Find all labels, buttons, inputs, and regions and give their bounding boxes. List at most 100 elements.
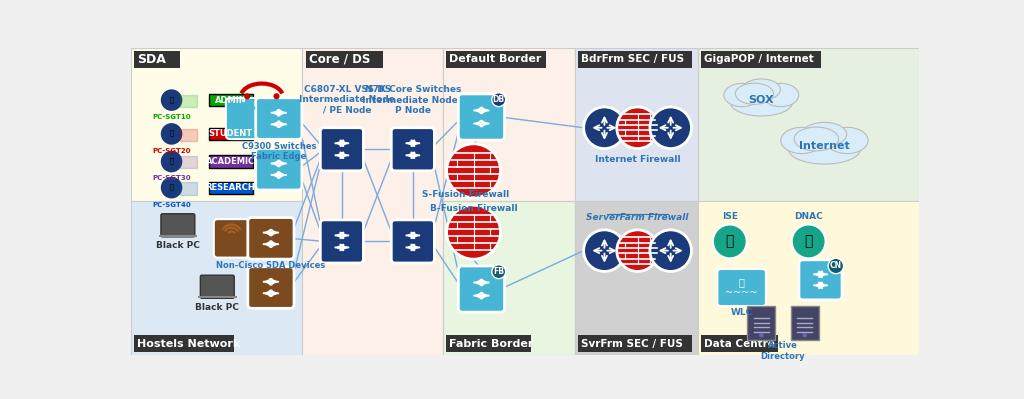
Circle shape: [161, 151, 182, 172]
Text: Default Border: Default Border: [449, 54, 542, 64]
Text: PC-SGT40: PC-SGT40: [153, 201, 190, 207]
Text: GigaPOP / Internet: GigaPOP / Internet: [705, 54, 814, 64]
Text: ServerFarm Firewall: ServerFarm Firewall: [587, 213, 689, 222]
Text: CN: CN: [829, 261, 842, 271]
Circle shape: [616, 230, 658, 271]
Text: 🔍: 🔍: [726, 235, 734, 249]
Text: C9300 Switches
Fabric Edge: C9300 Switches Fabric Edge: [242, 142, 316, 161]
Bar: [131, 48, 302, 201]
FancyBboxPatch shape: [209, 128, 253, 140]
Bar: [305, 51, 383, 68]
Text: 🧬: 🧬: [805, 235, 813, 249]
Bar: [302, 48, 442, 355]
Bar: [198, 296, 237, 298]
FancyBboxPatch shape: [248, 267, 294, 308]
Text: PC-SGT20: PC-SGT20: [153, 148, 190, 154]
Text: N7K Core Switches
Intermediate Node /
P Node: N7K Core Switches Intermediate Node / P …: [361, 85, 464, 115]
FancyBboxPatch shape: [161, 214, 195, 237]
Text: 🔒: 🔒: [169, 184, 174, 190]
Text: 🔒: 🔒: [169, 158, 174, 164]
Bar: [579, 51, 692, 68]
Circle shape: [161, 177, 182, 198]
FancyBboxPatch shape: [248, 217, 294, 259]
FancyBboxPatch shape: [799, 260, 842, 300]
Text: S-Fusion Firewall: S-Fusion Firewall: [422, 190, 510, 199]
Ellipse shape: [802, 122, 847, 146]
Ellipse shape: [794, 127, 839, 151]
Ellipse shape: [826, 127, 868, 154]
Circle shape: [273, 93, 280, 99]
Circle shape: [713, 225, 746, 259]
Bar: [442, 201, 575, 355]
Ellipse shape: [735, 83, 773, 105]
Bar: [575, 201, 698, 355]
Text: C6807-XL VSS DS
Intermediate Node
/ PE Node: C6807-XL VSS DS Intermediate Node / PE N…: [299, 85, 395, 115]
Circle shape: [492, 265, 506, 279]
Text: PC-SGT10: PC-SGT10: [153, 114, 190, 120]
Text: Non-Cisco SDA Devices: Non-Cisco SDA Devices: [216, 261, 326, 271]
FancyBboxPatch shape: [391, 220, 434, 263]
Text: Internet Firewall: Internet Firewall: [595, 155, 680, 164]
Ellipse shape: [788, 133, 861, 164]
FancyBboxPatch shape: [180, 182, 197, 195]
FancyBboxPatch shape: [459, 266, 505, 312]
Circle shape: [244, 113, 247, 116]
Text: DB: DB: [493, 95, 505, 104]
Text: Black PC: Black PC: [156, 241, 200, 251]
FancyBboxPatch shape: [791, 306, 818, 340]
FancyBboxPatch shape: [748, 306, 775, 340]
FancyBboxPatch shape: [201, 275, 234, 298]
Circle shape: [161, 123, 182, 145]
Ellipse shape: [780, 127, 823, 154]
Bar: [701, 335, 778, 352]
Bar: [579, 335, 692, 352]
FancyBboxPatch shape: [226, 98, 264, 139]
Bar: [575, 48, 698, 201]
Text: Black PC: Black PC: [196, 303, 240, 312]
Circle shape: [650, 230, 691, 271]
FancyBboxPatch shape: [391, 128, 434, 171]
Bar: [134, 335, 233, 352]
FancyBboxPatch shape: [321, 128, 364, 171]
Text: WLC: WLC: [730, 308, 753, 316]
Text: SvrFrm SEC / FUS: SvrFrm SEC / FUS: [582, 339, 683, 349]
FancyBboxPatch shape: [209, 182, 253, 194]
FancyBboxPatch shape: [180, 95, 197, 107]
Circle shape: [828, 258, 844, 274]
FancyBboxPatch shape: [209, 94, 253, 106]
Circle shape: [244, 93, 250, 99]
Text: Fabric Border: Fabric Border: [449, 339, 534, 349]
Text: Core / DS: Core / DS: [308, 53, 370, 66]
Circle shape: [650, 107, 691, 148]
Circle shape: [446, 205, 501, 259]
Bar: [134, 51, 180, 68]
Ellipse shape: [730, 89, 793, 116]
Text: SDA: SDA: [137, 53, 166, 66]
Bar: [159, 235, 197, 237]
Text: Hostels Network: Hostels Network: [137, 339, 240, 349]
Text: ⟡
~~~~: ⟡ ~~~~: [725, 277, 758, 298]
Circle shape: [803, 333, 807, 338]
Bar: [445, 335, 530, 352]
FancyBboxPatch shape: [180, 156, 197, 168]
Text: RESEARCH: RESEARCH: [206, 183, 255, 192]
Text: ISE: ISE: [722, 212, 738, 221]
Text: PC-SGT30: PC-SGT30: [153, 176, 190, 182]
FancyBboxPatch shape: [209, 155, 253, 168]
Bar: [698, 48, 920, 201]
FancyBboxPatch shape: [180, 128, 197, 141]
Ellipse shape: [763, 83, 799, 107]
FancyBboxPatch shape: [718, 269, 766, 306]
Circle shape: [584, 107, 626, 148]
Ellipse shape: [742, 79, 780, 100]
Circle shape: [492, 93, 506, 107]
Text: FB: FB: [494, 267, 504, 276]
Bar: [442, 48, 575, 201]
Text: SOX: SOX: [749, 95, 774, 105]
Text: Internet: Internet: [799, 141, 850, 151]
FancyBboxPatch shape: [256, 148, 302, 190]
Ellipse shape: [724, 83, 760, 107]
Text: Active
Directory: Active Directory: [761, 341, 805, 361]
Bar: [445, 51, 546, 68]
Circle shape: [616, 107, 658, 148]
